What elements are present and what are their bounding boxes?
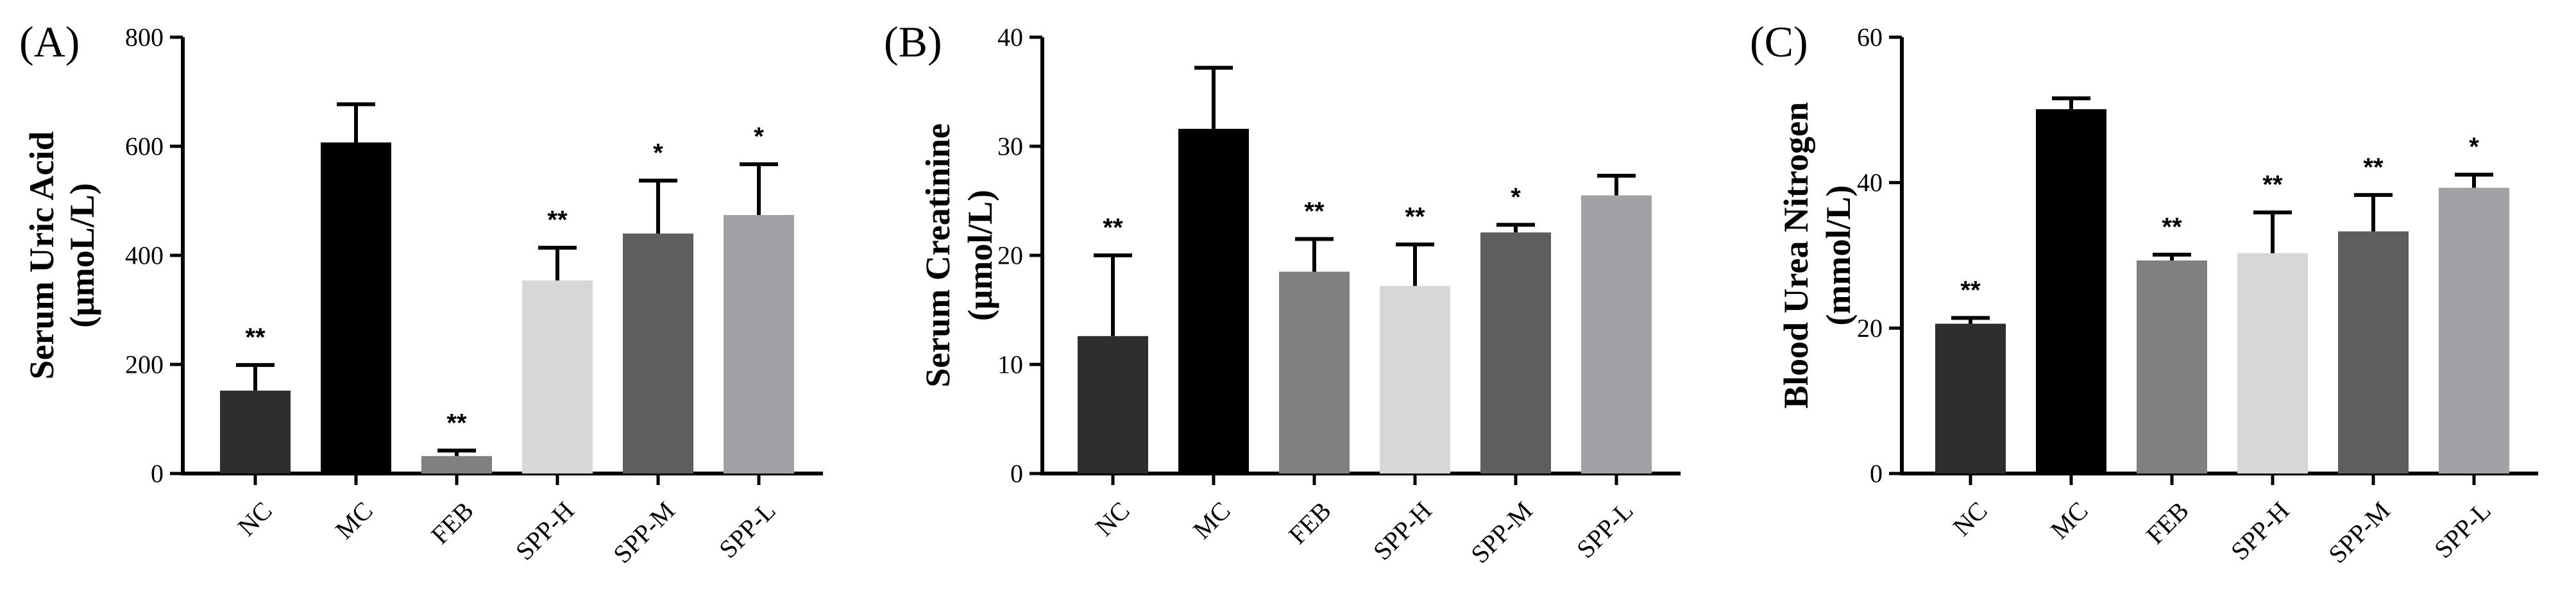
y-tick-label: 30 [997, 132, 1023, 161]
bar-mc [1178, 128, 1249, 474]
significance-marker: ** [1103, 214, 1123, 242]
y-tick-label: 10 [997, 350, 1023, 379]
bar-spp-h [1380, 286, 1450, 474]
panel-label: (B) [884, 17, 942, 66]
significance-marker: ** [1405, 203, 1425, 231]
x-tick-label: NC [232, 496, 278, 542]
bar-feb [2137, 260, 2207, 474]
x-tick-label: FEB [425, 496, 479, 550]
panel-label: (A) [19, 17, 80, 66]
y-tick-label: 400 [125, 241, 164, 270]
y-axis-label: (mmol/L) [1819, 185, 1858, 326]
y-tick-label: 40 [1857, 168, 1883, 197]
x-tick-label: FEB [1283, 496, 1337, 550]
y-tick-label: 40 [997, 23, 1023, 52]
x-tick-label: SPP-H [1368, 496, 1437, 566]
bar-nc [220, 390, 291, 474]
y-tick-label: 800 [125, 23, 164, 52]
x-tick-label: SPP-L [713, 496, 781, 564]
bar-spp-m [1480, 232, 1551, 474]
significance-marker: ** [245, 323, 266, 352]
chart-panel-3: (C) Blood Urea Nitrogen (mmol/L) 0 20 40 60 ** N… [1750, 17, 2538, 568]
significance-marker: ** [547, 206, 568, 234]
bar-spp-l [2439, 187, 2509, 474]
significance-marker: * [754, 123, 764, 151]
y-tick-label: 0 [1010, 459, 1023, 488]
x-tick-label: MC [330, 496, 378, 545]
y-axis-label: (μmoL/L) [63, 183, 101, 328]
y-axis-label: Blood Urea Nitrogen [1777, 102, 1815, 409]
panel-label: (C) [1750, 17, 1808, 66]
x-tick-label: FEB [2140, 496, 2194, 550]
x-tick-label: SPP-L [1571, 496, 1639, 564]
y-tick-label: 0 [1870, 459, 1883, 488]
x-tick-label: SPP-M [2323, 496, 2396, 569]
x-tick-label: MC [2045, 496, 2094, 545]
significance-marker: ** [2162, 213, 2182, 241]
bar-feb [421, 456, 492, 474]
x-tick-label: SPP-M [607, 496, 681, 569]
significance-marker: ** [2262, 171, 2283, 199]
y-tick-label: 200 [125, 350, 164, 379]
y-tick-label: 0 [151, 459, 164, 488]
bar-mc [2036, 109, 2106, 474]
significance-marker: * [1511, 183, 1521, 211]
bar-spp-h [522, 280, 593, 474]
bar-mc [321, 142, 391, 474]
y-tick-label: 600 [125, 132, 164, 161]
bar-feb [1279, 271, 1350, 474]
significance-marker: ** [2363, 153, 2384, 182]
significance-marker: ** [446, 409, 467, 437]
y-tick-label: 20 [997, 241, 1023, 270]
chart-panel-1: (A) Serum Uric Acid (μmoL/L) 0 200 400 600 800 *… [19, 17, 823, 568]
y-tick-label: 60 [1857, 23, 1883, 52]
bar-spp-m [623, 234, 693, 474]
bar-spp-l [724, 215, 794, 474]
significance-marker: * [653, 139, 663, 167]
x-tick-label: NC [1090, 496, 1135, 542]
significance-marker: ** [1960, 276, 1981, 304]
x-tick-label: SPP-H [2225, 496, 2295, 566]
significance-marker: ** [1304, 198, 1325, 226]
bar-nc [1935, 323, 2006, 474]
chart-panel-2: (B) Serum Creatinine (μmol/L) 0 10 20 30 40 ** NC… [884, 17, 1681, 568]
y-axis-label: (μmol/L) [961, 190, 999, 321]
bar-spp-m [2338, 231, 2409, 474]
y-tick-label: 20 [1857, 314, 1883, 343]
x-tick-label: NC [1947, 496, 1993, 542]
x-tick-label: SPP-M [1465, 496, 1538, 569]
significance-marker: * [2469, 133, 2479, 161]
bar-spp-h [2237, 253, 2308, 474]
y-axis-label: Serum Uric Acid [22, 132, 61, 380]
x-tick-label: SPP-L [2428, 496, 2496, 564]
y-axis-label: Serum Creatinine [919, 123, 957, 387]
bar-spp-l [1581, 195, 1652, 474]
x-tick-label: MC [1187, 496, 1236, 545]
bar-nc [1078, 336, 1148, 474]
x-tick-label: SPP-H [510, 496, 580, 566]
